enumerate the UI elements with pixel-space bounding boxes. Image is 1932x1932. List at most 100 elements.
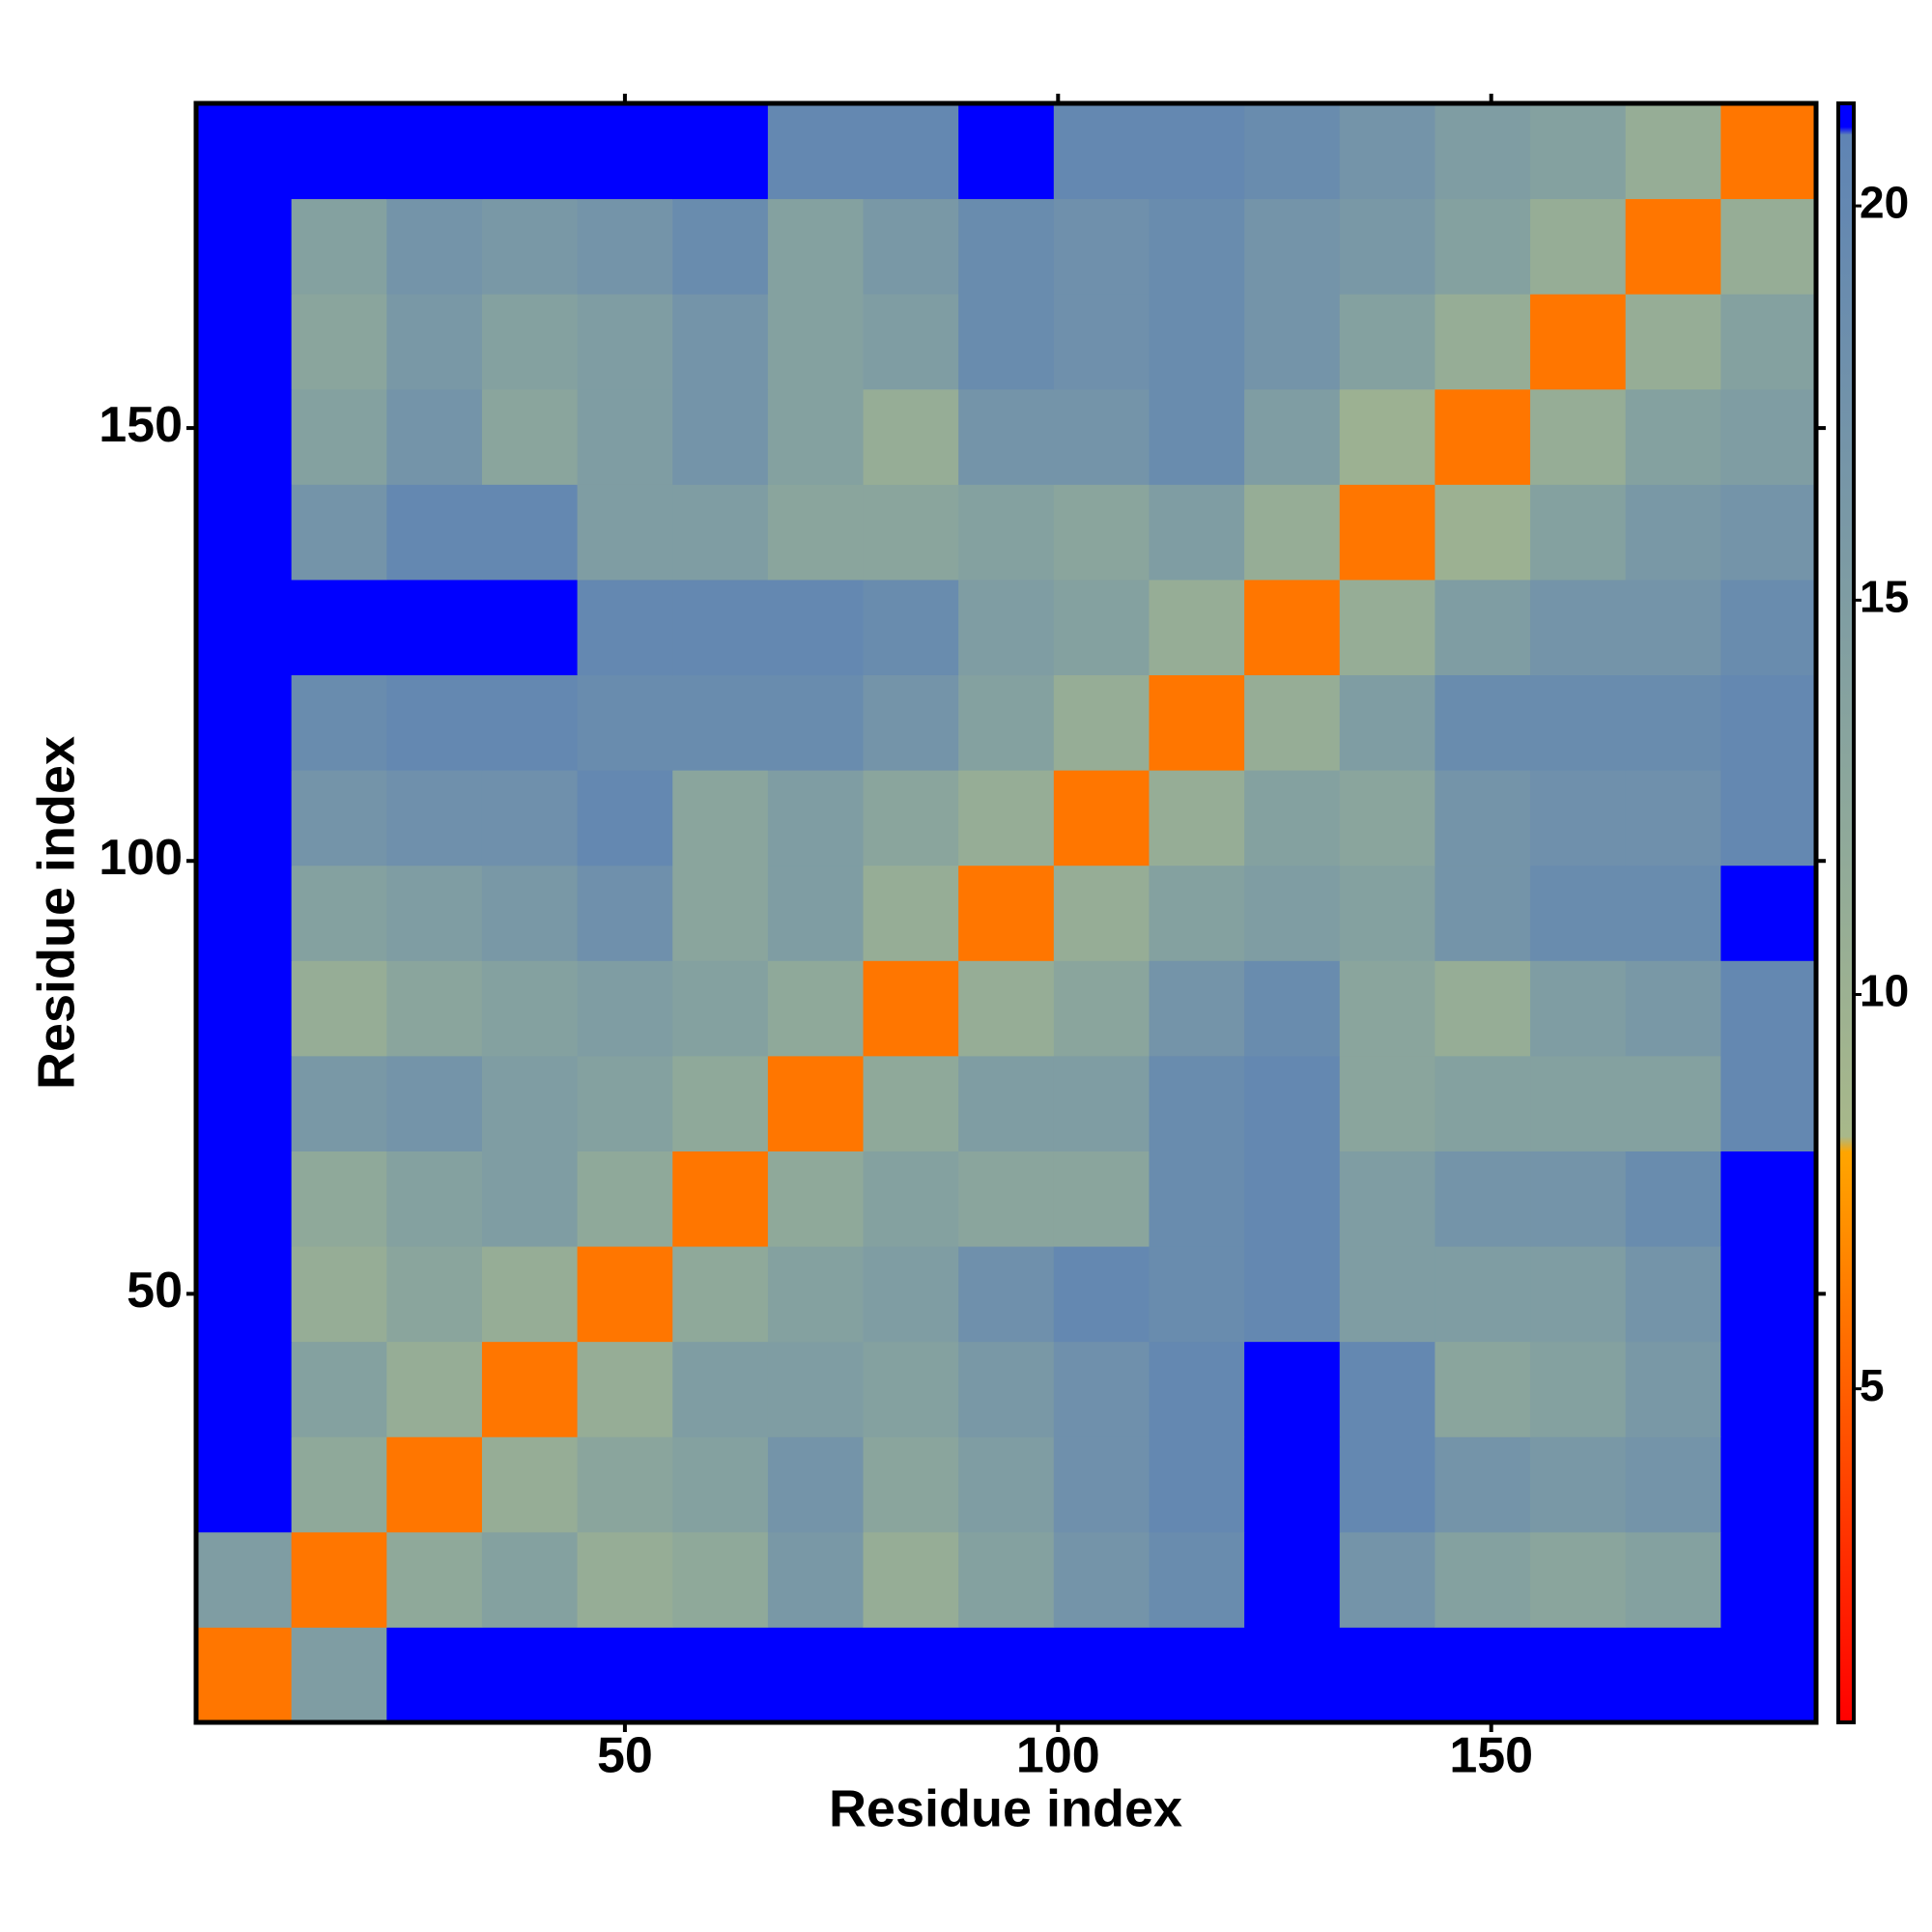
heatmap-cell [196, 1627, 293, 1723]
heatmap-cell [481, 103, 579, 200]
heatmap-cell [767, 1055, 865, 1151]
heatmap-cell [1053, 960, 1150, 1057]
x-tick-label: 100 [1016, 1728, 1100, 1784]
heatmap-cell [1149, 579, 1245, 676]
heatmap-cell [577, 865, 673, 961]
heatmap-cell [481, 1151, 579, 1247]
heatmap-cell [196, 388, 293, 485]
heatmap-cell [1053, 865, 1150, 961]
heatmap-cell [1720, 1151, 1817, 1247]
heatmap-cell [1435, 1055, 1531, 1151]
heatmap-cell [1435, 960, 1531, 1057]
heatmap-cell [1435, 674, 1531, 771]
heatmap-cell [1530, 960, 1627, 1057]
heatmap-cell [1720, 103, 1817, 200]
heatmap-cell [767, 579, 865, 676]
heatmap-cell [672, 1627, 769, 1723]
heatmap-cell [1435, 1436, 1531, 1533]
heatmap [196, 103, 1817, 1723]
heatmap-cell [1244, 484, 1341, 581]
heatmap-cell [291, 865, 387, 961]
heatmap-cell [577, 579, 673, 676]
heatmap-cell [196, 1151, 293, 1247]
heatmap-cell [196, 1531, 293, 1628]
heatmap-cell [1244, 1436, 1341, 1533]
heatmap-cell [767, 484, 865, 581]
heatmap-cell [196, 294, 293, 390]
heatmap-cell [1339, 484, 1435, 581]
heatmap-cell [1053, 1246, 1150, 1343]
y-tick-label: 50 [127, 1263, 183, 1319]
heatmap-cell [672, 1151, 769, 1247]
heatmap-cell [1435, 294, 1531, 390]
heatmap-cell [767, 1627, 865, 1723]
heatmap-cell [1530, 770, 1627, 867]
heatmap-cell [1339, 1627, 1435, 1723]
heatmap-cell [1530, 103, 1627, 200]
heatmap-cell [1720, 198, 1817, 295]
heatmap-cell [672, 960, 769, 1057]
heatmap-cell [863, 1436, 959, 1533]
heatmap-cell [291, 1341, 387, 1437]
heatmap-cell [1339, 865, 1435, 961]
heatmap-cell [1053, 103, 1150, 200]
heatmap-cell [958, 294, 1055, 390]
heatmap-cell [577, 1055, 673, 1151]
heatmap-cell [291, 198, 387, 295]
heatmap-cell [577, 1341, 673, 1437]
heatmap-cell [1053, 674, 1150, 771]
heatmap-cell [1530, 1151, 1627, 1247]
colorbar-tick-label: 10 [1860, 966, 1909, 1016]
heatmap-cell [577, 198, 673, 295]
heatmap-cell [767, 1341, 865, 1437]
heatmap-cell [481, 1341, 579, 1437]
heatmap-cell [386, 388, 483, 485]
heatmap-cell [767, 294, 865, 390]
heatmap-cell [386, 1151, 483, 1247]
heatmap-cell [1720, 865, 1817, 961]
heatmap-cell [672, 865, 769, 961]
heatmap-cell [1339, 1436, 1435, 1533]
heatmap-cell [386, 1531, 483, 1628]
heatmap-cell [1625, 1055, 1721, 1151]
colorbar-tick-label: 5 [1860, 1360, 1885, 1410]
heatmap-cell [1435, 865, 1531, 961]
heatmap-cell [386, 484, 483, 581]
heatmap-cell [1244, 770, 1341, 867]
heatmap-cell [196, 770, 293, 867]
colorbar-tick-label: 20 [1860, 177, 1909, 227]
heatmap-cell [958, 770, 1055, 867]
heatmap-cell [672, 484, 769, 581]
heatmap-cell [672, 1055, 769, 1151]
heatmap-cell [577, 1627, 673, 1723]
y-tick-label: 150 [99, 397, 183, 453]
heatmap-cell [1435, 484, 1531, 581]
heatmap-cell [1720, 960, 1817, 1057]
heatmap-cell [1149, 1436, 1245, 1533]
heatmap-cell [1053, 484, 1150, 581]
heatmap-cell [672, 770, 769, 867]
heatmap-cell [1149, 1055, 1245, 1151]
heatmap-cell [1530, 484, 1627, 581]
heatmap-cell [863, 579, 959, 676]
heatmap-cell [1149, 1151, 1245, 1247]
heatmap-cell [1339, 198, 1435, 295]
heatmap-cell [1244, 294, 1341, 390]
axes: 50 100 150 50 100 150 5 10 15 20 [99, 94, 1909, 1784]
heatmap-cell [1149, 294, 1245, 390]
heatmap-cell [577, 103, 673, 200]
heatmap-cell [1530, 674, 1627, 771]
heatmap-cell [481, 294, 579, 390]
heatmap-cell [577, 484, 673, 581]
heatmap-cell [1339, 1531, 1435, 1628]
heatmap-cell [1339, 388, 1435, 485]
heatmap-cell [1720, 388, 1817, 485]
heatmap-cell [577, 1436, 673, 1533]
heatmap-cell [1149, 770, 1245, 867]
heatmap-cell [1244, 1055, 1341, 1151]
heatmap-cell [481, 1055, 579, 1151]
heatmap-cell [1720, 770, 1817, 867]
y-tick-label: 100 [99, 830, 183, 886]
heatmap-cell [672, 388, 769, 485]
heatmap-cell [767, 198, 865, 295]
